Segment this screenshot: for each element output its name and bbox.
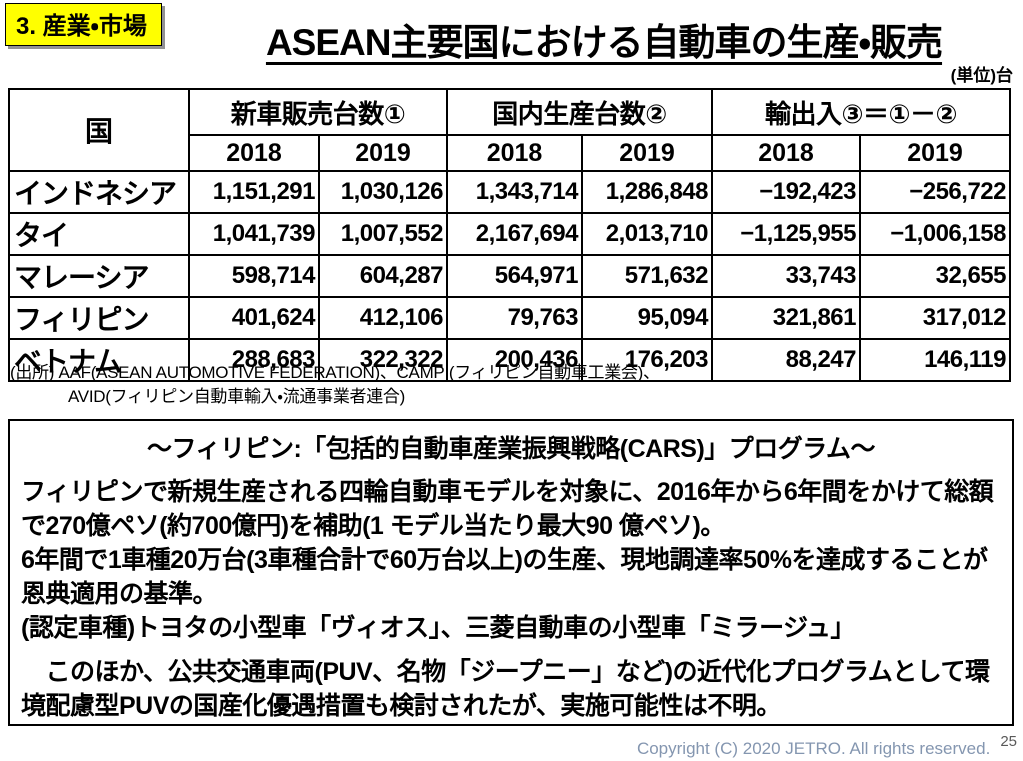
- info-paragraph-4: このほか、公共交通車両(PUV、名物「ジープニー」など)の近代化プログラムとして…: [21, 658, 990, 720]
- value-cell: 288,683: [188, 338, 320, 382]
- unit-note: (単位)台: [950, 66, 1013, 85]
- value-cell: 32,655: [859, 254, 1011, 298]
- column-header-trade-balance: 輸出入③＝①－②: [711, 88, 1011, 136]
- value-cell: −256,722: [859, 170, 1011, 214]
- value-cell: 604,287: [318, 254, 448, 298]
- year-header: 2018: [188, 134, 320, 172]
- table-row-vietnam: ベトナム 288,683 322,322 200,436 176,203 88,…: [8, 338, 1011, 382]
- table-row-thailand: タイ 1,041,739 1,007,552 2,167,694 2,013,7…: [8, 212, 1011, 256]
- copyright-text: Copyright (C) 2020 JETRO. All rights res…: [636, 739, 991, 758]
- value-cell: −1,006,158: [859, 212, 1011, 256]
- source-line-2: AVID(フィリピン自動車輸入・流通事業者連合): [68, 387, 405, 406]
- value-cell: 79,763: [446, 296, 583, 340]
- value-cell: 321,861: [711, 296, 861, 340]
- country-cell: タイ: [8, 212, 190, 256]
- value-cell: 146,119: [859, 338, 1011, 382]
- country-cell: インドネシア: [8, 170, 190, 214]
- value-cell: 598,714: [188, 254, 320, 298]
- info-box-title: ～フィリピン:「包括的自動車産業振興戦略(CARS)」プログラム～: [146, 435, 876, 463]
- value-cell: 1,007,552: [318, 212, 448, 256]
- value-cell: 571,632: [581, 254, 713, 298]
- info-paragraph-3: (認定車種)トヨタの小型車「ヴィオス」、三菱自動車の小型車「ミラージュ」: [21, 614, 855, 642]
- value-cell: 412,106: [318, 296, 448, 340]
- info-paragraph-1: フィリピンで新規生産される四輪自動車モデルを対象に、2016年から6年間をかけて…: [21, 478, 994, 540]
- value-cell: 2,013,710: [581, 212, 713, 256]
- section-label: 3. 産業・市場: [5, 3, 162, 46]
- value-cell: 564,971: [446, 254, 583, 298]
- value-cell: −192,423: [711, 170, 861, 214]
- column-header-new-car-sales: 新車販売台数①: [188, 88, 448, 136]
- value-cell: −1,125,955: [711, 212, 861, 256]
- table-header-row-groups: 国 新車販売台数① 国内生産台数② 輸出入③＝①－②: [8, 88, 1011, 172]
- table-header-row-years: 2018 2019 2018 2019 2018 2019: [9, 134, 1011, 172]
- value-cell: 401,624: [188, 296, 320, 340]
- value-cell: 1,343,714: [446, 170, 583, 214]
- page-title: ASEAN主要国における自動車の生産・販売: [265, 22, 943, 63]
- value-cell: 95,094: [581, 296, 713, 340]
- production-sales-table: 国 新車販売台数① 国内生産台数② 輸出入③＝①－② 2018 2019 201…: [8, 88, 1011, 382]
- value-cell: 317,012: [859, 296, 1011, 340]
- table-row-malaysia: マレーシア 598,714 604,287 564,971 571,632 33…: [8, 254, 1011, 298]
- value-cell: 1,286,848: [581, 170, 713, 214]
- value-cell: 200,436: [446, 338, 583, 382]
- info-paragraph-2: 6年間で1車種20万台(3車種合計で60万台以上)の生産、現地調達率50%を達成…: [21, 546, 988, 608]
- country-cell: フィリピン: [8, 296, 190, 340]
- table-row-indonesia: インドネシア 1,151,291 1,030,126 1,343,714 1,2…: [8, 170, 1011, 214]
- year-header: 2018: [711, 134, 861, 172]
- value-cell: 1,041,739: [188, 212, 320, 256]
- year-header: 2019: [859, 134, 1011, 172]
- column-header-domestic-production: 国内生産台数②: [446, 88, 713, 136]
- year-header: 2019: [581, 134, 713, 172]
- table-row-philippines: フィリピン 401,624 412,106 79,763 95,094 321,…: [8, 296, 1011, 340]
- source-note: (出所) AAF(ASEAN AUTOMOTIVE FEDERATION)、CA…: [10, 361, 660, 409]
- value-cell: 2,167,694: [446, 212, 583, 256]
- year-header: 2018: [446, 134, 583, 172]
- value-cell: 322,322: [318, 338, 448, 382]
- year-header: 2019: [318, 134, 448, 172]
- slide-footer: Copyright (C) 2020 JETRO. All rights res…: [637, 733, 1017, 759]
- value-cell: 176,203: [581, 338, 713, 382]
- value-cell: 88,247: [711, 338, 861, 382]
- cars-program-info-box: ～フィリピン:「包括的自動車産業振興戦略(CARS)」プログラム～ フィリピンで…: [8, 419, 1014, 726]
- country-cell: ベトナム: [8, 338, 190, 382]
- source-line-1: (出所) AAF(ASEAN AUTOMOTIVE FEDERATION)、CA…: [10, 363, 660, 382]
- country-cell: マレーシア: [8, 254, 190, 298]
- column-header-country: 国: [8, 88, 190, 172]
- value-cell: 1,030,126: [318, 170, 448, 214]
- value-cell: 33,743: [711, 254, 861, 298]
- value-cell: 1,151,291: [188, 170, 320, 214]
- page-number: 25: [1000, 733, 1017, 750]
